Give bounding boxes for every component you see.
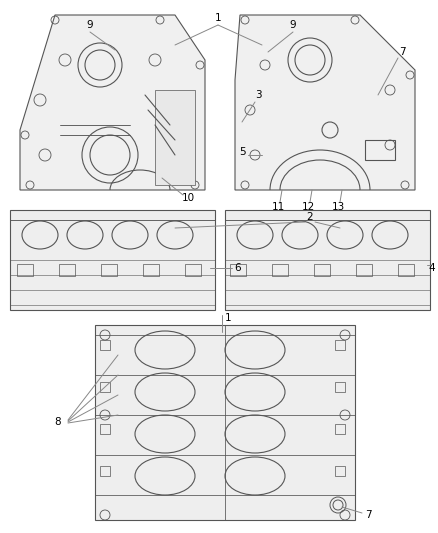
Bar [185,264,201,276]
Text: 2: 2 [307,212,313,222]
Bar [335,424,345,434]
Text: 9: 9 [290,20,297,30]
Text: 4: 4 [429,263,435,273]
Bar [17,264,33,276]
Bar [335,466,345,476]
Bar [314,264,330,276]
Bar [100,382,110,392]
Bar [100,340,110,350]
Bar [365,140,395,160]
Text: 12: 12 [301,202,314,212]
Bar [101,264,117,276]
Bar [100,424,110,434]
Text: 7: 7 [399,47,405,57]
Bar [398,264,414,276]
Text: 1: 1 [225,313,231,323]
Bar [272,264,288,276]
Polygon shape [235,15,415,190]
Text: 7: 7 [365,510,371,520]
Polygon shape [20,15,205,190]
Bar [100,466,110,476]
Text: 11: 11 [272,202,285,212]
Polygon shape [155,90,195,185]
Bar [335,340,345,350]
Bar [230,264,246,276]
Bar [95,325,355,520]
Text: 6: 6 [235,263,241,273]
Text: 1: 1 [215,13,221,23]
Text: 10: 10 [181,193,194,203]
Bar [59,264,75,276]
Bar [143,264,159,276]
Text: 3: 3 [254,90,261,100]
Text: 5: 5 [239,147,245,157]
Text: 9: 9 [87,20,93,30]
Bar [10,210,215,310]
Bar [335,382,345,392]
Text: 13: 13 [332,202,345,212]
Text: 8: 8 [55,417,61,427]
Bar [356,264,372,276]
Bar [225,210,430,310]
